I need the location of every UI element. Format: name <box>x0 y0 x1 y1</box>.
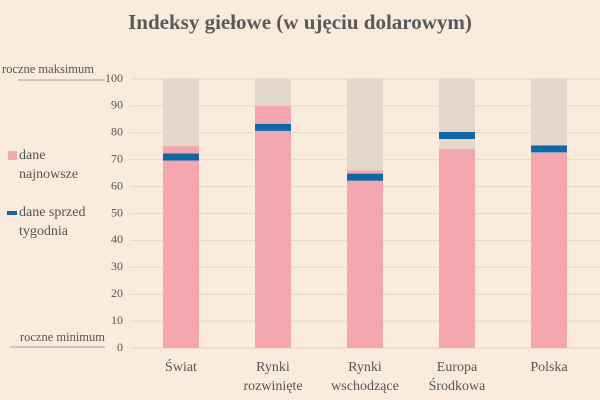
x-tick-label: Rynki rozwinięte <box>243 360 303 394</box>
bar <box>255 105 291 349</box>
legend-label: dane sprzed tygodnia <box>19 205 86 239</box>
bar <box>531 152 567 348</box>
y-tick-label: 100 <box>105 71 123 85</box>
marker <box>255 123 291 131</box>
y-tick-label: 90 <box>111 98 123 112</box>
x-tick-label: Świat <box>165 360 197 375</box>
y-tick-label: 10 <box>111 313 123 327</box>
y-tick-label: 50 <box>111 205 123 219</box>
marker <box>439 131 475 139</box>
y-tick-label: 30 <box>111 259 123 273</box>
legend-swatch <box>7 211 17 215</box>
bar <box>347 170 383 348</box>
bar <box>163 146 199 348</box>
annotation-max: roczne maksimum <box>2 62 94 76</box>
y-tick-label: 20 <box>111 286 123 300</box>
marker <box>163 153 199 161</box>
legend-label: dane najnowsze <box>19 148 79 182</box>
x-tick-label: Polska <box>530 360 568 375</box>
legend-swatch <box>8 151 17 160</box>
marker <box>347 173 383 181</box>
y-tick-label: 70 <box>111 151 123 165</box>
bar <box>439 148 475 348</box>
y-tick-label: 0 <box>117 340 123 354</box>
x-tick-label: Rynki wschodzące <box>331 360 399 394</box>
y-tick-label: 60 <box>111 178 123 192</box>
y-tick-label: 80 <box>111 125 123 139</box>
marker <box>531 145 567 153</box>
annotation-min: roczne minimum <box>20 330 105 344</box>
x-tick-label: Europa Środkowa <box>428 360 486 394</box>
y-tick-label: 40 <box>111 232 123 246</box>
chart-title: Indeksy giełowe (w ujęciu dolarowym) <box>128 10 472 34</box>
